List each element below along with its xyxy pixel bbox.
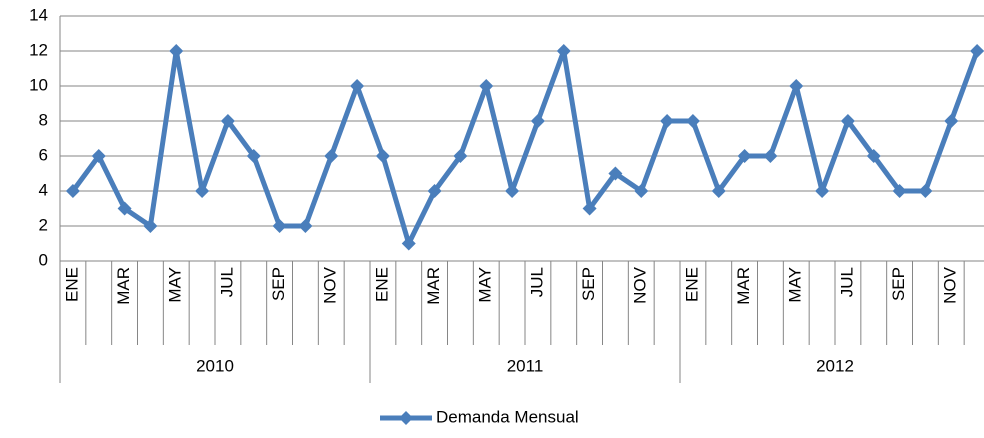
data-point xyxy=(608,166,623,181)
x-tick-label: SEP xyxy=(269,267,288,301)
y-tick-label: 8 xyxy=(39,110,48,129)
data-point xyxy=(556,44,571,58)
y-tick-label: 10 xyxy=(29,75,48,94)
data-point xyxy=(840,114,855,128)
data-point xyxy=(427,184,442,198)
data-point xyxy=(246,149,261,163)
data-point xyxy=(660,114,675,128)
group-label: 2011 xyxy=(507,356,544,375)
legend-marker xyxy=(399,411,413,425)
x-tick-label: MAY xyxy=(476,267,495,303)
series-line xyxy=(70,48,980,246)
data-point xyxy=(272,219,287,233)
data-point xyxy=(970,44,984,58)
x-tick-label: JUL xyxy=(527,267,546,297)
data-point xyxy=(401,236,416,251)
x-tick-label: NOV xyxy=(321,266,340,304)
x-tick-label: JUL xyxy=(217,267,236,297)
y-tick-label: 6 xyxy=(39,145,48,164)
data-point xyxy=(892,184,907,198)
data-point xyxy=(143,219,158,233)
x-tick-label: MAR xyxy=(734,267,753,305)
legend-label: Demanda Mensual xyxy=(436,407,579,426)
data-point xyxy=(918,184,933,198)
x-tick-label: SEP xyxy=(889,267,908,301)
x-tick-label: MAY xyxy=(786,267,805,303)
data-point xyxy=(479,79,494,93)
y-tick-label: 2 xyxy=(39,215,48,234)
data-point xyxy=(944,114,959,128)
x-tick-label: MAR xyxy=(114,267,133,305)
data-point xyxy=(169,44,184,58)
data-point xyxy=(505,184,520,198)
data-point xyxy=(220,114,235,128)
data-point xyxy=(350,79,365,93)
x-tick-label: NOV xyxy=(631,266,650,304)
data-point xyxy=(789,79,804,93)
data-point xyxy=(91,149,106,163)
x-tick-label: ENE xyxy=(682,267,701,302)
data-point xyxy=(582,201,597,216)
x-tick-label: JUL xyxy=(837,267,856,297)
data-point xyxy=(634,184,649,198)
data-point xyxy=(195,184,210,198)
y-tick-label: 12 xyxy=(29,40,48,59)
x-tick-label: SEP xyxy=(579,267,598,301)
data-point xyxy=(65,184,80,198)
group-label: 2012 xyxy=(816,356,854,375)
data-point xyxy=(685,114,700,128)
x-tick-label: MAR xyxy=(424,267,443,305)
data-point xyxy=(453,149,468,163)
x-tick-label: ENE xyxy=(372,267,391,302)
y-tick-label: 4 xyxy=(39,180,48,199)
y-tick-label: 14 xyxy=(29,5,48,24)
data-point xyxy=(298,219,313,233)
y-tick-label: 0 xyxy=(39,250,48,269)
data-point xyxy=(530,114,545,128)
x-tick-label: MAY xyxy=(166,267,185,303)
data-point xyxy=(866,149,881,163)
data-point xyxy=(737,149,752,163)
group-label: 2010 xyxy=(196,356,234,375)
data-point xyxy=(375,149,390,163)
data-point xyxy=(324,149,339,163)
data-point xyxy=(815,184,830,198)
x-tick-label: NOV xyxy=(941,266,960,304)
x-tick-label: ENE xyxy=(62,267,81,302)
data-point xyxy=(711,184,726,198)
data-point xyxy=(763,149,778,163)
data-point xyxy=(117,201,132,216)
